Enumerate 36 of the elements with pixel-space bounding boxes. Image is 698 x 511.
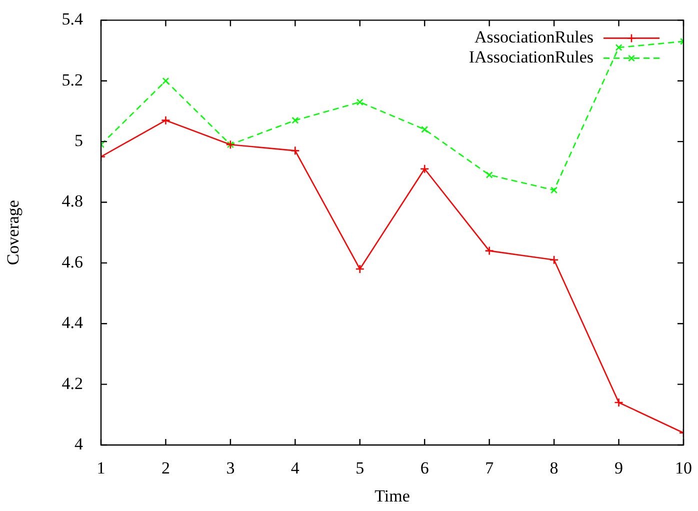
y-tick-label: 4.6: [62, 252, 83, 272]
y-tick-label: 5: [74, 131, 83, 150]
y-tick-label: 5.4: [62, 10, 84, 29]
x-tick-label: 9: [614, 458, 624, 478]
legend-label: IAssociationRules: [468, 48, 594, 67]
point: [486, 171, 493, 178]
y-tick-label: 4: [74, 434, 84, 454]
point: [550, 186, 558, 194]
point: [356, 98, 364, 106]
x-tick-label: 10: [675, 458, 692, 478]
point: [355, 264, 365, 274]
point: [615, 44, 622, 51]
x-tick-label: 6: [420, 458, 429, 478]
point: [614, 398, 624, 408]
y-tick-label: 4.2: [62, 374, 83, 393]
point: [162, 77, 170, 84]
y-tick-label: 4.8: [62, 192, 83, 211]
x-tick-label: 2: [161, 458, 170, 478]
point: [161, 116, 170, 125]
y-tick-label: 4.4: [62, 313, 84, 332]
y-tick-label: 5.2: [62, 70, 83, 90]
point: [421, 126, 428, 133]
point: [420, 164, 430, 174]
point: [549, 255, 559, 265]
x-tick-label: 8: [550, 458, 558, 478]
x-tick-label: 5: [356, 458, 364, 478]
point: [292, 116, 299, 124]
point: [484, 246, 494, 256]
point: [290, 146, 300, 156]
y-axis-title: Coverage: [4, 200, 23, 266]
x-tick-label: 3: [226, 458, 235, 478]
x-tick-label: 1: [96, 458, 106, 478]
x-axis-title: Time: [374, 486, 410, 506]
x-tick-label: 7: [485, 458, 494, 478]
x-tick-label: 4: [290, 458, 300, 478]
legend-label: AssociationRules: [474, 28, 594, 47]
